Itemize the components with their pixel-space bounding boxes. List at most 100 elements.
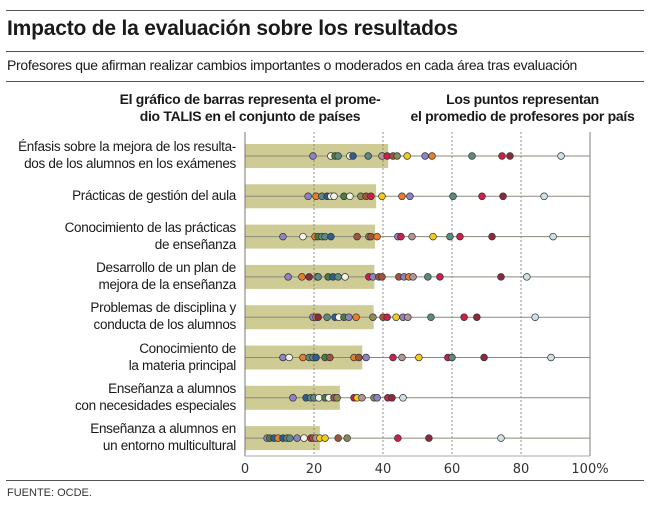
country-dot [488,232,496,241]
country-dot [378,192,386,201]
country-dot [549,232,557,241]
country-dot [367,192,375,201]
legend-dots-line: Los puntos representan [446,91,599,107]
country-dot [284,273,292,281]
legend-bars-line: El gráfico de barras representa el prome… [119,91,381,107]
country-dot [299,353,307,362]
country-dot [478,192,486,201]
country-dot [499,192,507,201]
x-tick-label: 20 [306,462,323,477]
country-dot [460,313,468,321]
country-dot [364,152,372,160]
category-label: Enseñanza a alumnos con necesidades espec… [75,380,236,414]
country-dot [456,232,464,241]
legend-dots: Los puntos representan el promedio de pr… [395,91,650,125]
category-label-line: de enseñanza [154,236,237,252]
source-note: FUENTE: OCDE. [7,487,92,499]
country-dot [557,152,565,160]
x-tick-label: 40 [375,462,392,477]
country-dot [394,434,402,442]
country-dot [358,394,366,402]
country-dot [497,434,505,442]
country-dot [345,313,353,321]
subtitle-rule [6,81,644,82]
category-label: Prácticas de gestión del aula [72,187,236,204]
country-dot [540,192,548,201]
country-dot [298,273,306,281]
country-dot [547,353,555,362]
footer-rule [6,480,644,481]
country-dot [436,273,444,281]
country-dot [409,273,417,281]
category-label-line: Enseñanza a alumnos [108,380,236,396]
category-label-line: Conocimiento de [139,340,236,356]
category-label-line: Desarrollo de un plan de [96,259,236,275]
country-dot [352,313,360,321]
country-dot [305,273,313,281]
legend-bars: El gráfico de barras representa el prome… [100,91,400,125]
category-label-line: un entorno multicultural [102,438,236,454]
country-dot [334,434,342,442]
country-dot [362,353,370,362]
country-dot [480,353,488,362]
country-dot [427,313,435,321]
country-dot [446,232,454,241]
country-dot [373,394,381,402]
top-rule [6,10,644,11]
category-label: Desarrollo de un plan de mejora de la ens… [96,259,236,293]
category-label-line: Prácticas de gestión del aula [72,187,236,203]
country-dot [334,152,342,160]
category-label: Conocimiento de las prácticas de enseñanz… [64,219,237,253]
x-tick-label: 0 [241,462,249,477]
category-label-line: mejora de la enseñanza [98,276,237,292]
category-label: Problemas de disciplina y conducta de los… [90,299,236,333]
country-dot [403,152,411,160]
chart-subtitle: Profesores que afirman realizar cambios … [7,57,578,73]
country-dot [286,434,294,442]
country-dot [406,192,414,201]
category-label-line: Enseñanza a alumnos en [90,421,236,437]
country-dot [367,232,375,241]
country-dot [425,434,433,442]
country-dot [388,394,396,402]
legend-dots-line: el promedio de profesores por país [410,108,635,124]
country-dot [392,313,400,321]
country-dot [429,232,437,241]
country-dot [309,152,317,160]
country-dot [314,273,322,281]
title-rule [6,51,644,52]
country-dot [408,232,416,241]
country-dot [421,152,429,160]
country-dot [327,232,335,241]
country-dot [531,313,539,321]
category-label-line: con necesidades especiales [74,397,236,413]
category-label-line: dos de los alumnos en los exámenes [24,156,236,171]
country-dot [279,232,287,241]
country-dot [398,192,406,201]
country-dot [468,152,476,160]
country-dot [473,313,481,321]
category-label: Conocimiento de la materia principal [129,340,237,374]
country-dot [397,232,405,241]
country-dot [506,152,514,160]
country-dot [304,192,312,201]
country-dot [448,353,456,362]
country-dot [300,434,308,442]
category-label-line: Conocimiento de las prácticas [64,219,237,235]
country-dot [393,152,401,160]
x-tick-label: 100% [571,462,608,477]
country-dot [312,353,320,362]
country-dot [404,313,412,321]
country-dot [523,273,531,281]
country-dot [383,313,391,321]
country-dot [314,313,322,321]
country-dot [330,192,338,201]
country-dot [498,152,506,160]
country-dot [399,394,407,402]
country-dot [315,394,323,402]
legend-bars-line: dio TALIS en el conjunto de países [139,108,361,124]
country-dot [424,273,432,281]
category-label-line: conducta de los alumnos [93,317,237,333]
country-dot [373,232,381,241]
